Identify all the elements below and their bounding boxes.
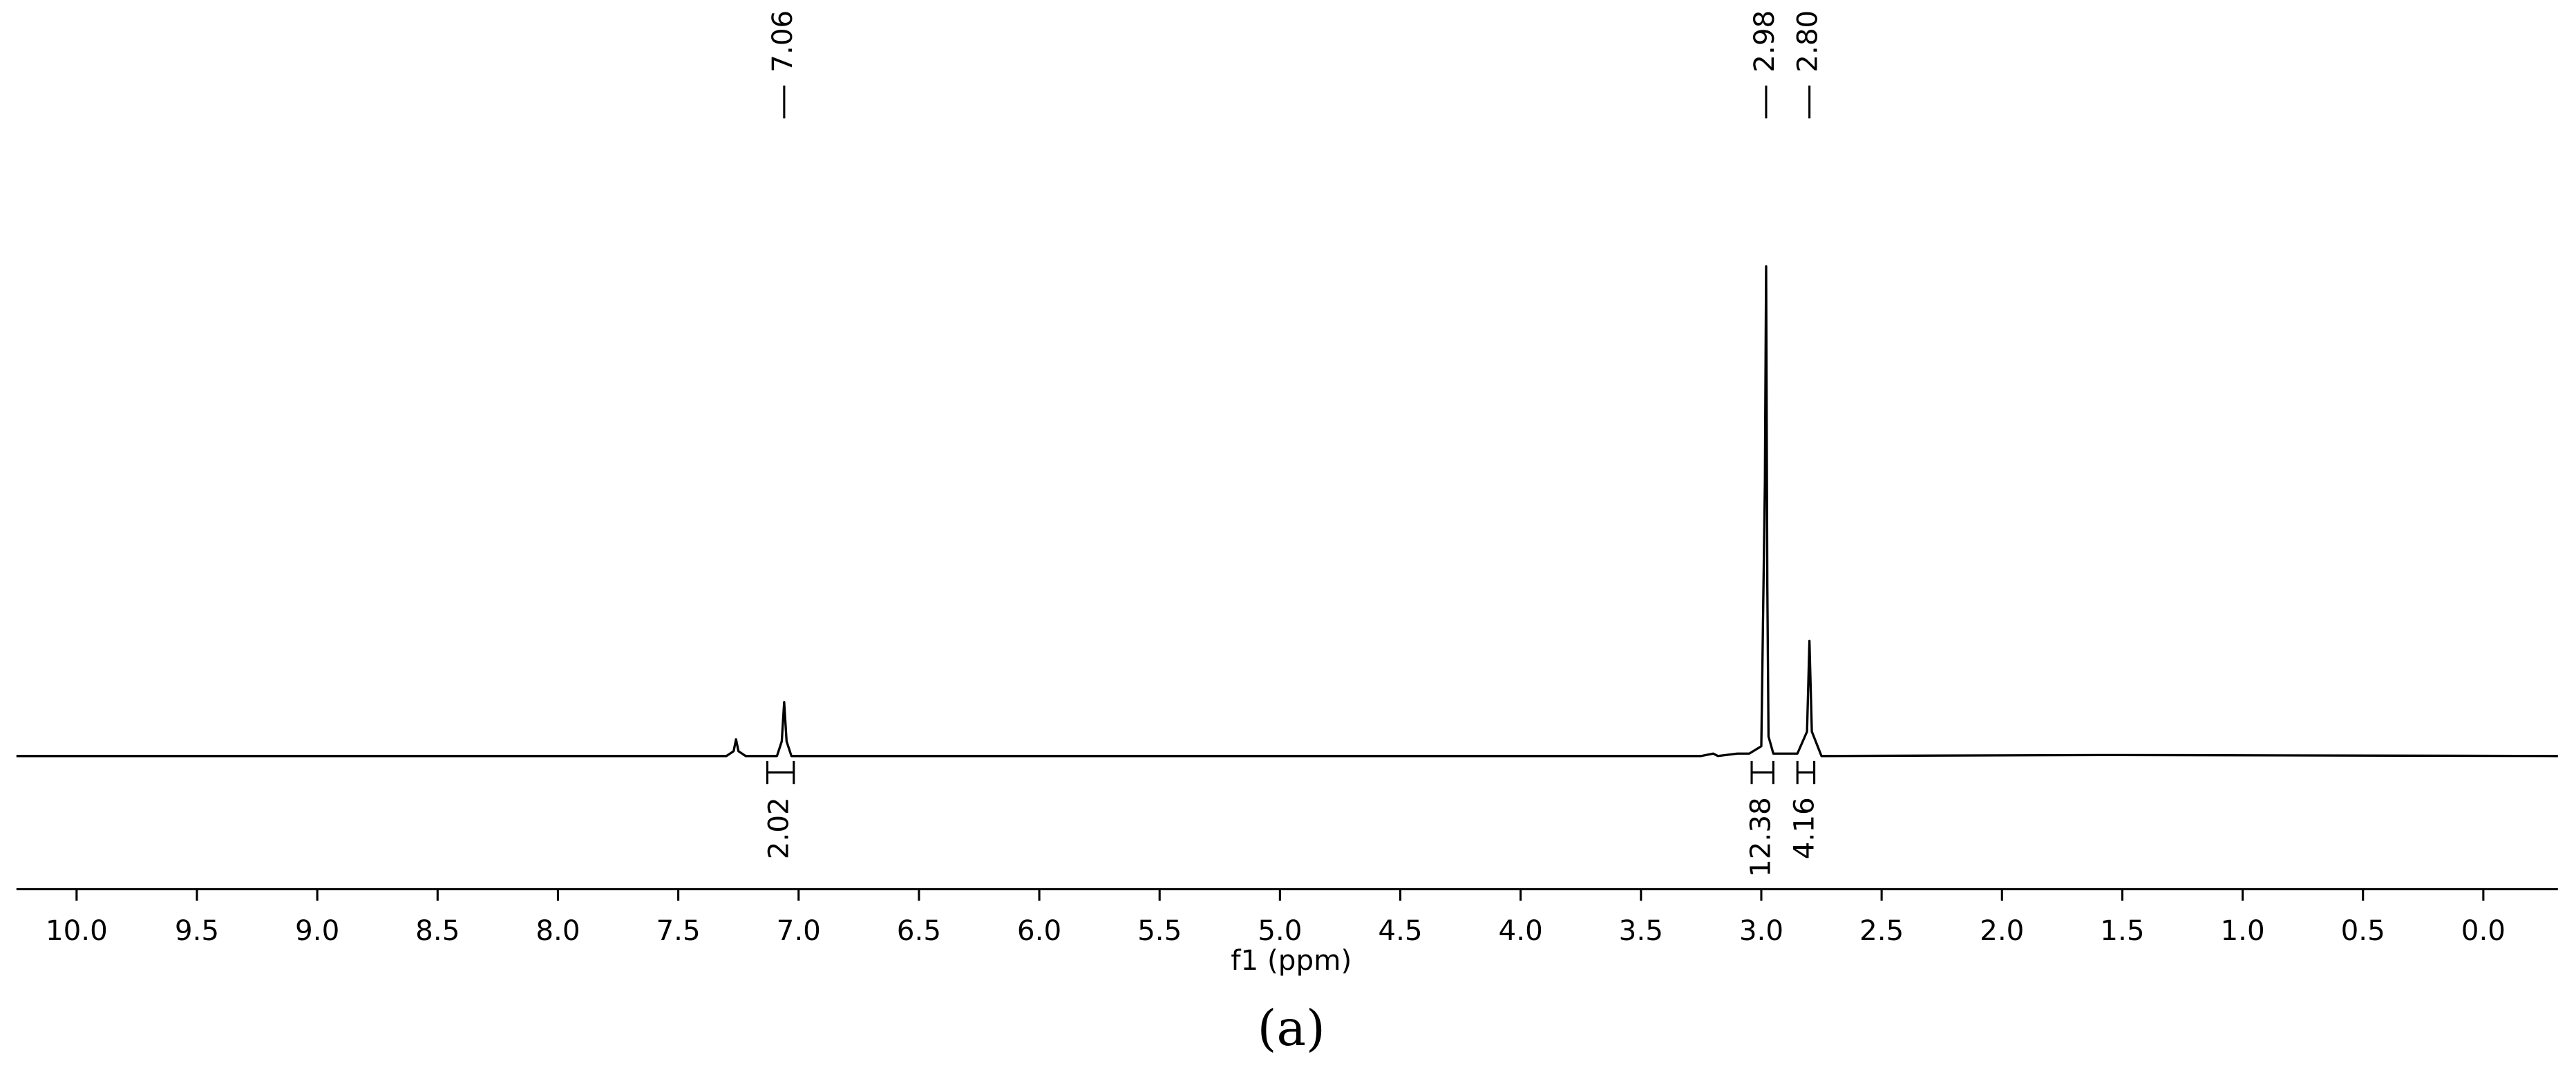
x-tick-label: 6.0 xyxy=(1017,914,1061,947)
x-tick-label: 2.5 xyxy=(1859,914,1904,947)
x-axis-label: f1 (ppm) xyxy=(1231,944,1352,977)
x-tick-label: 0.5 xyxy=(2341,914,2385,947)
x-tick-label: 0.0 xyxy=(2461,914,2506,947)
integral-label: 12.38 xyxy=(1744,797,1777,877)
x-tick-label: 7.0 xyxy=(777,914,821,947)
integral-bracket xyxy=(1796,760,1816,785)
x-tick-label: 5.5 xyxy=(1137,914,1182,947)
caption: (a) xyxy=(1258,999,1325,1057)
x-tick-label: 8.0 xyxy=(536,914,580,947)
x-tick-label: 3.0 xyxy=(1739,914,1783,947)
x-tick-label: 10.0 xyxy=(46,914,108,947)
x-tick-label: 6.5 xyxy=(897,914,941,947)
peak-label: 2.80 xyxy=(1791,10,1824,73)
peak-label: 2.98 xyxy=(1748,10,1781,73)
x-tick-label: 9.5 xyxy=(175,914,219,947)
x-tick-label: 1.0 xyxy=(2220,914,2264,947)
integral-label: 2.02 xyxy=(762,797,795,859)
peak-label: 7.06 xyxy=(766,10,799,73)
x-tick-label: 3.5 xyxy=(1619,914,1663,947)
x-tick-label: 9.0 xyxy=(295,914,339,947)
integral-bracket xyxy=(766,760,795,785)
x-tick-label: 1.5 xyxy=(2100,914,2144,947)
x-tick-label: 4.5 xyxy=(1378,914,1422,947)
x-tick-label: 8.5 xyxy=(415,914,460,947)
x-tick-label: 5.0 xyxy=(1258,914,1302,947)
x-tick-label: 7.5 xyxy=(656,914,700,947)
x-tick-label: 4.0 xyxy=(1499,914,1543,947)
integral-bracket xyxy=(1750,760,1774,785)
x-tick-label: 2.0 xyxy=(1980,914,2024,947)
integral-label: 4.16 xyxy=(1787,797,1820,859)
spectrum-line xyxy=(16,265,2558,758)
